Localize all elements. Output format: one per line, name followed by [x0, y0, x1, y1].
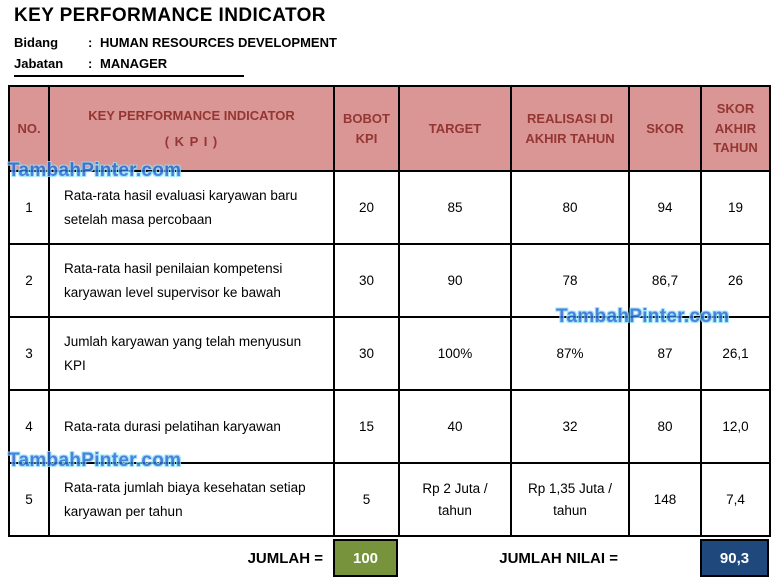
table-header: NO. KEY PERFORMANCE INDICATOR ( K P I ) … [8, 85, 771, 172]
cell-no: 2 [8, 243, 50, 318]
cell-realisasi: 87% [510, 316, 630, 391]
bidang-label: Bidang [14, 35, 59, 50]
jumlah-nilai-label: JUMLAH NILAI = [499, 549, 618, 567]
cell-skor-akhir: 7,4 [700, 462, 771, 537]
header-row: NO. KEY PERFORMANCE INDICATOR ( K P I ) … [8, 85, 771, 172]
cell-skor-akhir: 26,1 [700, 316, 771, 391]
cell-realisasi: 80 [510, 170, 630, 245]
bidang-row: Bidang : HUMAN RESOURCES DEVELOPMENT [14, 32, 777, 53]
cell-realisasi: 78 [510, 243, 630, 318]
col-header-kpi-sub: ( K P I ) [164, 134, 219, 149]
cell-skor: 80 [628, 389, 702, 464]
cell-bobot: 20 [333, 170, 400, 245]
cell-target: 100% [398, 316, 512, 391]
cell-realisasi: Rp 1,35 Juta / tahun [510, 462, 630, 537]
col-header-skor: SKOR [628, 85, 702, 172]
cell-skor-akhir: 19 [700, 170, 771, 245]
meta-block: Bidang : HUMAN RESOURCES DEVELOPMENT Jab… [14, 32, 777, 77]
cell-target: 40 [398, 389, 512, 464]
table-body: 1 Rata-rata hasil evaluasi karyawan baru… [8, 170, 771, 537]
jabatan-value: MANAGER [100, 56, 168, 71]
cell-bobot: 5 [333, 462, 400, 537]
cell-kpi: Rata-rata jumlah biaya kesehatan setiap … [48, 462, 335, 537]
totals-row: JUMLAH = 100 JUMLAH NILAI = 90,3 [8, 539, 769, 577]
cell-kpi: Rata-rata durasi pelatihan karyawan [48, 389, 335, 464]
table-row: 4 Rata-rata durasi pelatihan karyawan 15… [8, 389, 771, 464]
cell-bobot: 15 [333, 389, 400, 464]
col-header-kpi-title: KEY PERFORMANCE INDICATOR [88, 107, 295, 123]
cell-skor: 148 [628, 462, 702, 537]
jabatan-label: Jabatan [14, 56, 64, 71]
table-row: 1 Rata-rata hasil evaluasi karyawan baru… [8, 170, 771, 245]
col-header-no: NO. [8, 85, 50, 172]
jabatan-colon: : [88, 56, 93, 71]
col-header-target: TARGET [398, 85, 512, 172]
col-header-bobot: BOBOT KPI [333, 85, 400, 172]
cell-kpi: Rata-rata hasil penilaian kompetensi kar… [48, 243, 335, 318]
cell-skor: 94 [628, 170, 702, 245]
jumlah-nilai-cell: 90,3 [700, 539, 769, 577]
cell-skor-akhir: 26 [700, 243, 771, 318]
page-title: KEY PERFORMANCE INDICATOR [14, 5, 326, 26]
table-row: 3 Jumlah karyawan yang telah menyusun KP… [8, 316, 771, 391]
cell-bobot: 30 [333, 243, 400, 318]
cell-no: 4 [8, 389, 50, 464]
bidang-value: HUMAN RESOURCES DEVELOPMENT [100, 35, 337, 50]
bidang-colon: : [88, 35, 93, 50]
cell-kpi: Rata-rata hasil evaluasi karyawan baru s… [48, 170, 335, 245]
col-header-kpi: KEY PERFORMANCE INDICATOR ( K P I ) [48, 85, 335, 172]
cell-skor: 86,7 [628, 243, 702, 318]
kpi-table: NO. KEY PERFORMANCE INDICATOR ( K P I ) … [8, 85, 771, 537]
cell-no: 3 [8, 316, 50, 391]
table-row: 5 Rata-rata jumlah biaya kesehatan setia… [8, 462, 771, 537]
cell-target: 90 [398, 243, 512, 318]
cell-skor: 87 [628, 316, 702, 391]
col-header-skor-akhir: SKOR AKHIR TAHUN [700, 85, 771, 172]
cell-no: 1 [8, 170, 50, 245]
jumlah-label: JUMLAH = [247, 549, 323, 567]
cell-realisasi: 32 [510, 389, 630, 464]
cell-skor-akhir: 12,0 [700, 389, 771, 464]
cell-target: 85 [398, 170, 512, 245]
cell-target: Rp 2 Juta / tahun [398, 462, 512, 537]
cell-bobot: 30 [333, 316, 400, 391]
cell-kpi: Jumlah karyawan yang telah menyusun KPI [48, 316, 335, 391]
jumlah-total-cell: 100 [333, 539, 398, 577]
cell-no: 5 [8, 462, 50, 537]
jabatan-row: Jabatan : MANAGER [14, 53, 244, 77]
footer-spacer [628, 539, 700, 577]
col-header-realisasi: REALISASI DI AKHIR TAHUN [510, 85, 630, 172]
table-row: 2 Rata-rata hasil penilaian kompetensi k… [8, 243, 771, 318]
